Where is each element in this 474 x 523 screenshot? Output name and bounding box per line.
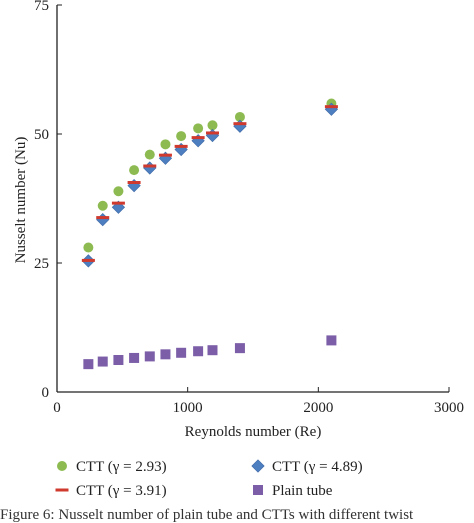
x-tick-label: 0 bbox=[53, 400, 61, 416]
data-point bbox=[143, 161, 157, 175]
x-tick-label: 2000 bbox=[303, 400, 333, 416]
data-point bbox=[129, 352, 140, 363]
data-point bbox=[96, 213, 110, 227]
x-tick-label: 1000 bbox=[173, 400, 203, 416]
data-point bbox=[81, 258, 95, 262]
data-point bbox=[191, 136, 205, 140]
data-point bbox=[205, 131, 219, 135]
data-point bbox=[160, 139, 171, 150]
data-point bbox=[111, 201, 125, 205]
legend-marker bbox=[55, 488, 69, 492]
data-point bbox=[113, 355, 124, 366]
x-axis-title: Reynolds number (Re) bbox=[185, 424, 322, 440]
ticks: 0 1000 2000 3000 0 25 50 75 bbox=[34, 0, 464, 416]
data-point bbox=[207, 345, 218, 356]
legend-label: CTT (γ = 2.93) bbox=[76, 459, 167, 475]
data-point bbox=[83, 242, 94, 253]
x-tick-label: 3000 bbox=[434, 400, 464, 416]
data-point bbox=[174, 144, 188, 148]
data-point bbox=[233, 122, 247, 126]
data-point bbox=[234, 343, 245, 354]
data-point bbox=[233, 119, 247, 133]
series-square bbox=[83, 335, 337, 370]
data-point bbox=[83, 359, 94, 370]
data-point bbox=[176, 131, 187, 142]
data-point bbox=[97, 356, 108, 367]
data-point bbox=[127, 181, 141, 185]
data-point bbox=[158, 153, 172, 157]
data-point bbox=[193, 123, 204, 134]
data-point bbox=[144, 351, 155, 362]
legend-item: CTT (γ = 3.91) bbox=[55, 483, 167, 499]
data-point bbox=[113, 186, 124, 197]
data-point bbox=[143, 164, 157, 168]
data-point bbox=[193, 346, 204, 357]
data-point bbox=[129, 165, 140, 176]
y-tick-label: 25 bbox=[34, 256, 49, 272]
data-point bbox=[144, 149, 155, 160]
data-point bbox=[234, 111, 245, 122]
data-point bbox=[326, 335, 337, 346]
axes bbox=[56, 5, 449, 393]
legend-label: CTT (γ = 3.91) bbox=[76, 483, 167, 499]
y-tick-label: 0 bbox=[42, 385, 50, 401]
data-point bbox=[324, 105, 338, 109]
data-point bbox=[111, 200, 126, 214]
y-axis-title: Nusselt number (Nu) bbox=[13, 137, 29, 264]
series-circle bbox=[83, 98, 337, 253]
legend: CTT (γ = 2.93) CTT (γ = 3.91) CTT (γ = 4.8… bbox=[55, 459, 363, 499]
figure-caption: Figure 6: Nusselt number of plain tube a… bbox=[0, 507, 414, 523]
data-point bbox=[176, 347, 187, 358]
legend-label: Plain tube bbox=[272, 483, 333, 499]
series-layer bbox=[81, 98, 339, 370]
legend-item: Plain tube bbox=[253, 483, 333, 499]
y-tick-label: 75 bbox=[34, 0, 49, 14]
legend-label: CTT (γ = 4.89) bbox=[272, 459, 363, 475]
legend-marker bbox=[57, 461, 67, 471]
legend-marker bbox=[253, 485, 263, 495]
legend-marker bbox=[251, 459, 265, 473]
series-dash bbox=[81, 105, 338, 262]
data-point bbox=[97, 200, 108, 211]
legend-item: CTT (γ = 2.93) bbox=[57, 459, 167, 475]
data-point bbox=[96, 216, 110, 220]
y-tick-label: 50 bbox=[34, 127, 49, 143]
data-point bbox=[160, 349, 171, 360]
legend-item: CTT (γ = 4.89) bbox=[251, 459, 363, 475]
data-point bbox=[207, 120, 218, 131]
data-point bbox=[205, 128, 220, 143]
